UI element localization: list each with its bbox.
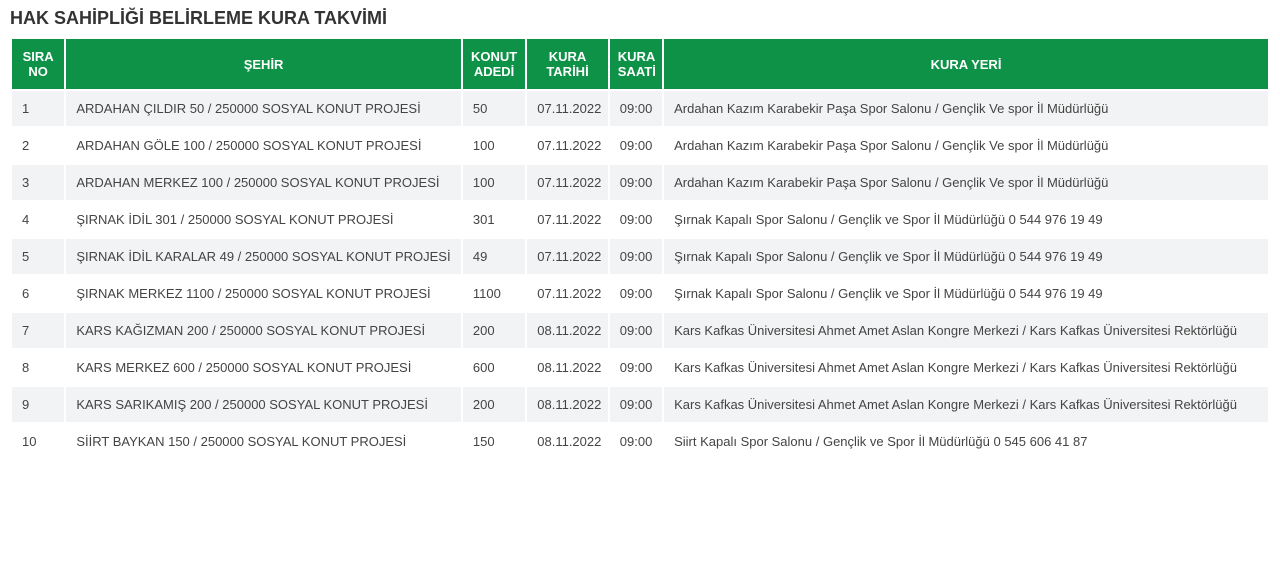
cell-saati: 09:00	[610, 91, 662, 126]
cell-adedi: 1100	[463, 276, 525, 311]
cell-yeri: Ardahan Kazım Karabekir Paşa Spor Salonu…	[664, 128, 1268, 163]
cell-saati: 09:00	[610, 350, 662, 385]
cell-tarih: 08.11.2022	[527, 387, 608, 422]
cell-sehir: KARS SARIKAMIŞ 200 / 250000 SOSYAL KONUT…	[66, 387, 461, 422]
table-row: 8 KARS MERKEZ 600 / 250000 SOSYAL KONUT …	[12, 350, 1268, 385]
cell-sehir: ŞIRNAK MERKEZ 1100 / 250000 SOSYAL KONUT…	[66, 276, 461, 311]
cell-sira: 4	[12, 202, 64, 237]
col-header-sehir: ŞEHİR	[66, 39, 461, 89]
table-row: 2 ARDAHAN GÖLE 100 / 250000 SOSYAL KONUT…	[12, 128, 1268, 163]
cell-yeri: Siirt Kapalı Spor Salonu / Gençlik ve Sp…	[664, 424, 1268, 459]
cell-sira: 10	[12, 424, 64, 459]
table-header-row: SIRA NO ŞEHİR KONUT ADEDİ KURA TARİHİ KU…	[12, 39, 1268, 89]
cell-saati: 09:00	[610, 165, 662, 200]
cell-yeri: Şırnak Kapalı Spor Salonu / Gençlik ve S…	[664, 202, 1268, 237]
cell-yeri: Şırnak Kapalı Spor Salonu / Gençlik ve S…	[664, 239, 1268, 274]
table-row: 4 ŞIRNAK İDİL 301 / 250000 SOSYAL KONUT …	[12, 202, 1268, 237]
cell-sehir: KARS KAĞIZMAN 200 / 250000 SOSYAL KONUT …	[66, 313, 461, 348]
cell-saati: 09:00	[610, 239, 662, 274]
col-header-sira: SIRA NO	[12, 39, 64, 89]
cell-tarih: 07.11.2022	[527, 276, 608, 311]
cell-sira: 1	[12, 91, 64, 126]
cell-tarih: 07.11.2022	[527, 202, 608, 237]
cell-yeri: Kars Kafkas Üniversitesi Ahmet Amet Asla…	[664, 313, 1268, 348]
cell-yeri: Kars Kafkas Üniversitesi Ahmet Amet Asla…	[664, 387, 1268, 422]
table-body: 1 ARDAHAN ÇILDIR 50 / 250000 SOSYAL KONU…	[12, 91, 1268, 459]
cell-tarih: 08.11.2022	[527, 424, 608, 459]
table-row: 9 KARS SARIKAMIŞ 200 / 250000 SOSYAL KON…	[12, 387, 1268, 422]
cell-sira: 2	[12, 128, 64, 163]
col-header-saati: KURA SAATİ	[610, 39, 662, 89]
cell-saati: 09:00	[610, 424, 662, 459]
cell-tarih: 07.11.2022	[527, 165, 608, 200]
cell-adedi: 49	[463, 239, 525, 274]
cell-saati: 09:00	[610, 202, 662, 237]
col-header-adedi: KONUT ADEDİ	[463, 39, 525, 89]
table-row: 3 ARDAHAN MERKEZ 100 / 250000 SOSYAL KON…	[12, 165, 1268, 200]
cell-tarih: 08.11.2022	[527, 350, 608, 385]
cell-yeri: Ardahan Kazım Karabekir Paşa Spor Salonu…	[664, 165, 1268, 200]
cell-sehir: ARDAHAN MERKEZ 100 / 250000 SOSYAL KONUT…	[66, 165, 461, 200]
cell-adedi: 100	[463, 165, 525, 200]
cell-sehir: ŞIRNAK İDİL KARALAR 49 / 250000 SOSYAL K…	[66, 239, 461, 274]
cell-sira: 7	[12, 313, 64, 348]
cell-yeri: Şırnak Kapalı Spor Salonu / Gençlik ve S…	[664, 276, 1268, 311]
table-row: 7 KARS KAĞIZMAN 200 / 250000 SOSYAL KONU…	[12, 313, 1268, 348]
cell-adedi: 301	[463, 202, 525, 237]
cell-adedi: 50	[463, 91, 525, 126]
cell-tarih: 07.11.2022	[527, 91, 608, 126]
table-row: 1 ARDAHAN ÇILDIR 50 / 250000 SOSYAL KONU…	[12, 91, 1268, 126]
table-row: 5 ŞIRNAK İDİL KARALAR 49 / 250000 SOSYAL…	[12, 239, 1268, 274]
table-row: 6 ŞIRNAK MERKEZ 1100 / 250000 SOSYAL KON…	[12, 276, 1268, 311]
cell-sira: 5	[12, 239, 64, 274]
cell-adedi: 200	[463, 387, 525, 422]
cell-tarih: 07.11.2022	[527, 128, 608, 163]
cell-sehir: ŞIRNAK İDİL 301 / 250000 SOSYAL KONUT PR…	[66, 202, 461, 237]
cell-yeri: Ardahan Kazım Karabekir Paşa Spor Salonu…	[664, 91, 1268, 126]
page-title: HAK SAHİPLİĞİ BELİRLEME KURA TAKVİMİ	[10, 8, 1270, 29]
cell-adedi: 600	[463, 350, 525, 385]
cell-tarih: 08.11.2022	[527, 313, 608, 348]
cell-yeri: Kars Kafkas Üniversitesi Ahmet Amet Asla…	[664, 350, 1268, 385]
cell-sehir: ARDAHAN GÖLE 100 / 250000 SOSYAL KONUT P…	[66, 128, 461, 163]
col-header-yeri: KURA YERİ	[664, 39, 1268, 89]
lottery-schedule-table: SIRA NO ŞEHİR KONUT ADEDİ KURA TARİHİ KU…	[10, 37, 1270, 461]
cell-tarih: 07.11.2022	[527, 239, 608, 274]
cell-sira: 8	[12, 350, 64, 385]
cell-sira: 9	[12, 387, 64, 422]
cell-saati: 09:00	[610, 313, 662, 348]
cell-sira: 3	[12, 165, 64, 200]
cell-adedi: 200	[463, 313, 525, 348]
cell-sehir: SİİRT BAYKAN 150 / 250000 SOSYAL KONUT P…	[66, 424, 461, 459]
cell-sira: 6	[12, 276, 64, 311]
cell-saati: 09:00	[610, 128, 662, 163]
table-row: 10 SİİRT BAYKAN 150 / 250000 SOSYAL KONU…	[12, 424, 1268, 459]
cell-adedi: 150	[463, 424, 525, 459]
cell-adedi: 100	[463, 128, 525, 163]
cell-sehir: KARS MERKEZ 600 / 250000 SOSYAL KONUT PR…	[66, 350, 461, 385]
cell-sehir: ARDAHAN ÇILDIR 50 / 250000 SOSYAL KONUT …	[66, 91, 461, 126]
col-header-tarih: KURA TARİHİ	[527, 39, 608, 89]
cell-saati: 09:00	[610, 276, 662, 311]
cell-saati: 09:00	[610, 387, 662, 422]
